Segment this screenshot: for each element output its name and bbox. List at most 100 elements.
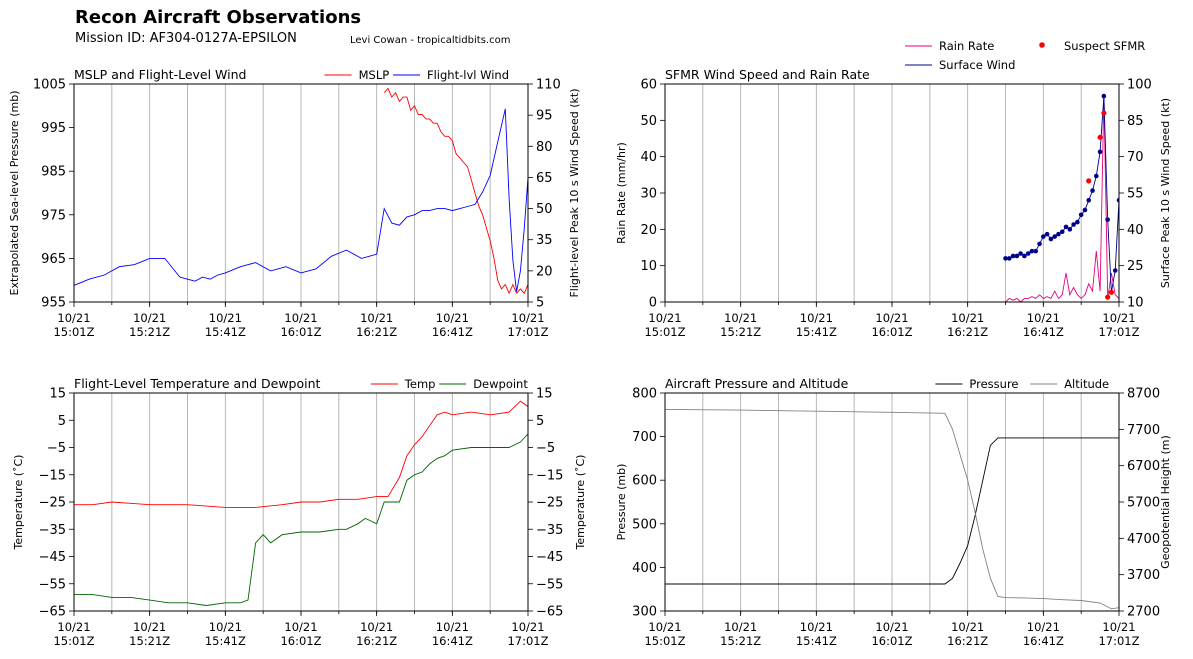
temp-title: Flight-Level Temperature and Dewpoint — [74, 376, 321, 391]
sfmr-series-surface-wind-point — [1052, 234, 1057, 239]
sfmr-y-tick-label-left: 0 — [649, 296, 657, 311]
wind-x-tick-label: 10/21 — [57, 311, 90, 325]
sfmr-series-surface-wind-point — [1059, 229, 1065, 235]
sfmr-x-tick-label: 15:21Z — [720, 325, 761, 339]
pres-y-tick-label-left: 400 — [632, 561, 657, 576]
sfmr-series-surface-wind-point — [1078, 212, 1084, 218]
sfmr-x-tick-label: 10/21 — [875, 311, 908, 325]
wind-legend: MSLP Flight-lvl Wind — [324, 68, 509, 82]
sfmr-series-surface-wind-point — [1101, 93, 1107, 99]
sfmr-series-rain-rate-line — [1005, 94, 1119, 302]
wind-y-tick-label-right: 35 — [536, 233, 553, 248]
temp-y-tick-label-left: −65 — [39, 605, 66, 620]
wind-y-tick-label-left: 1005 — [33, 78, 66, 93]
sfmr-y-tick-label-right: 10 — [1127, 296, 1144, 311]
wind-y-tick-label-left: 985 — [41, 165, 66, 180]
sfmr-x-tick-label: 15:01Z — [644, 325, 685, 339]
sfmr-series-surface-wind-point — [1112, 268, 1118, 273]
sfmr-x-tick-label: 15:41Z — [796, 325, 837, 339]
temp-y-tick-label-left: −5 — [47, 441, 66, 456]
pres-y-tick-label-right: 4700 — [1127, 532, 1160, 547]
sfmr-x-tick-label: 10/21 — [724, 311, 757, 325]
sfmr-y-tick-label-right: 85 — [1127, 114, 1144, 129]
wind-ylabel-left: Extrapolated Sea-level Pressure (mb) — [8, 91, 21, 296]
pres-series-altitude-line — [665, 408, 1119, 610]
sfmr-series-surface-wind-point — [1086, 197, 1092, 203]
temp-legend-dewpoint-label: Dewpoint — [473, 377, 528, 391]
wind-ylabel-right: Flight-level Peak 10 s Wind Speed (kt) — [568, 88, 581, 297]
sfmr-y-tick-label-left: 50 — [640, 114, 657, 129]
sfmr-x-tick-label: 10/21 — [648, 311, 681, 325]
sfmr-series-suspect-sfmr-point — [1101, 110, 1107, 116]
temp-y-tick-label-left: −45 — [39, 550, 66, 565]
sfmr-series-surface-wind-point — [1010, 253, 1016, 259]
sfmr-x-tick-label: 10/21 — [951, 311, 984, 325]
sfmr-series-surface-wind-point — [1090, 188, 1095, 193]
legend-suspect-sfmr-marker — [1039, 42, 1045, 48]
sfmr-series-surface-wind-point — [1022, 253, 1027, 259]
sfmr-series-surface-wind-point — [1116, 197, 1119, 203]
temp-series-temp-line — [74, 400, 528, 508]
sfmr-series-surface-wind-point — [1067, 227, 1073, 232]
sfmr-legend: Rain Rate Surface Wind Suspect SFMR — [905, 39, 1145, 72]
sfmr-series-suspect-sfmr-point — [1105, 294, 1111, 300]
wind-x-tick-label: 10/21 — [133, 311, 166, 325]
mission-id: Mission ID: AF304-0127A-EPSILON — [75, 31, 297, 46]
temp-x-tick-label: 16:41Z — [432, 634, 473, 648]
pres-y-tick-label-left: 800 — [632, 387, 657, 402]
pres-x-tick-label: 16:01Z — [871, 634, 912, 648]
temp-x-tick-label: 10/21 — [57, 620, 90, 634]
pres-x-tick-label: 17:01Z — [1098, 634, 1139, 648]
wind-series-flight-lvl-wind-line — [74, 108, 528, 292]
temp-legend: Temp Dewpoint — [370, 377, 528, 391]
pres-x-tick-label: 10/21 — [1102, 620, 1135, 634]
pres-x-tick-label: 16:41Z — [1023, 634, 1064, 648]
legend-suspect-sfmr-label: Suspect SFMR — [1064, 39, 1145, 53]
sfmr-series-suspect-sfmr-point — [1108, 289, 1115, 295]
sfmr-ylabel-left: Rain Rate (mm/hr) — [615, 142, 628, 244]
wind-frame — [73, 83, 529, 303]
temp-x-tick-label: 10/21 — [436, 620, 469, 634]
temp-y-tick-label-right: −15 — [536, 468, 563, 483]
sfmr-x-tick-label: 10/21 — [1102, 311, 1135, 325]
wind-x-tick-label: 15:01Z — [53, 325, 94, 339]
wind-x-tick-label: 17:01Z — [507, 325, 548, 339]
legend-surface-wind-label: Surface Wind — [939, 58, 1015, 72]
pres-x-tick-label: 10/21 — [1027, 620, 1060, 634]
temp-y-tick-label-right: −55 — [536, 577, 563, 592]
sfmr-x-tick-label: 10/21 — [800, 311, 833, 325]
temp-y-tick-label-left: 5 — [58, 414, 66, 429]
pres-y-tick-label-right: 8700 — [1127, 387, 1160, 402]
sfmr-series-surface-wind-point — [1041, 234, 1046, 239]
sfmr-series-surface-wind-point — [1097, 149, 1103, 155]
temp-y-tick-label-left: −55 — [39, 577, 66, 592]
temp-x-tick-label: 10/21 — [360, 620, 393, 634]
pres-x-tick-label: 10/21 — [724, 620, 757, 634]
wind-x-tick-label: 16:41Z — [432, 325, 473, 339]
sfmr-y-tick-label-right: 25 — [1127, 259, 1144, 274]
sfmr-series-surface-wind-point — [1071, 222, 1076, 227]
wind-x-tick-label: 10/21 — [284, 311, 317, 325]
sfmr-series-suspect-sfmr-point — [1086, 178, 1092, 184]
temp-y-tick-label-right: 15 — [536, 387, 553, 402]
pres-legend-altitude-label: Altitude — [1064, 377, 1109, 391]
pres-y-tick-label-left: 300 — [632, 605, 657, 620]
wind-x-tick-label: 15:41Z — [205, 325, 246, 339]
sfmr-y-tick-label-left: 20 — [640, 223, 657, 238]
legend-rain-rate-label: Rain Rate — [939, 39, 994, 53]
wind-x-tick-label: 16:21Z — [356, 325, 397, 339]
temp-x-tick-label: 15:01Z — [53, 634, 94, 648]
temp-y-tick-label-right: 5 — [536, 414, 544, 429]
wind-y-tick-label-left: 955 — [41, 296, 66, 311]
temp-legend-temp-label: Temp — [404, 377, 436, 391]
wind-x-tick-label: 10/21 — [511, 311, 544, 325]
sfmr-series-surface-wind-point — [1006, 256, 1012, 261]
temp-x-tick-label: 16:21Z — [356, 634, 397, 648]
temp-y-tick-label-right: −5 — [536, 441, 555, 456]
sfmr-ylabel-right: Surface Peak 10 s Wind Speed (kt) — [1159, 98, 1172, 288]
temp-ylabel-right: Temperature (˚C) — [574, 455, 587, 551]
pres-legend: Pressure Altitude — [935, 377, 1109, 391]
sfmr-y-tick-label-right: 40 — [1127, 223, 1144, 238]
pres-x-tick-label: 16:21Z — [947, 634, 988, 648]
